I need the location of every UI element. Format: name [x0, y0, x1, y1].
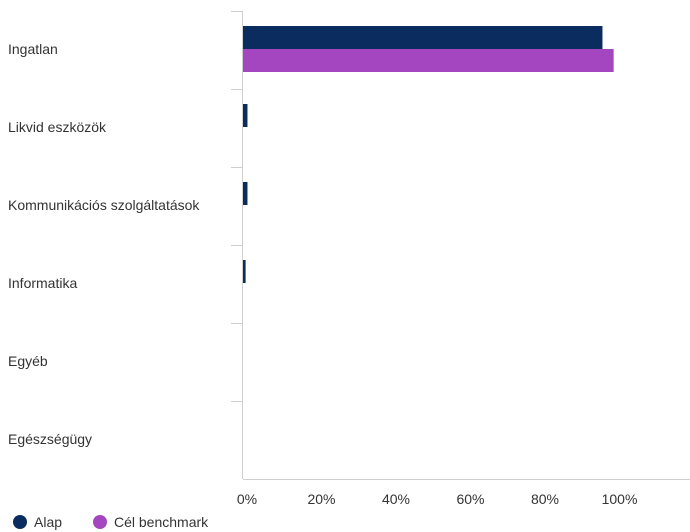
x-tick-label: 20% — [307, 491, 335, 507]
category-label: Egyéb — [8, 353, 48, 369]
bar-alap[interactable] — [243, 260, 246, 283]
x-tick-label: 60% — [456, 491, 484, 507]
legend-item-cel-benchmark[interactable]: Cél benchmark — [93, 514, 209, 530]
bar-alap[interactable] — [243, 104, 248, 127]
x-tick-label: 100% — [602, 491, 638, 507]
category-label: Likvid eszközök — [8, 119, 107, 135]
category-label: Informatika — [8, 275, 77, 291]
legend-item-alap[interactable]: Alap — [13, 514, 62, 530]
bar-alap[interactable] — [243, 182, 248, 205]
labels-layer: Ingatlan Likvid eszközök Kommunikációs szo… — [8, 41, 637, 507]
bar-alap[interactable] — [243, 26, 603, 49]
bars-layer — [243, 26, 614, 283]
legend[interactable]: Alap Cél benchmark — [13, 514, 209, 530]
legend-marker — [13, 515, 27, 529]
category-label: Ingatlan — [8, 41, 58, 57]
category-label: Kommunikációs szolgáltatások — [8, 197, 200, 213]
category-label: Egészségügy — [8, 431, 92, 447]
legend-marker — [93, 515, 107, 529]
x-tick-label: 0% — [237, 491, 257, 507]
legend-label: Cél benchmark — [114, 514, 209, 530]
axis-layer — [231, 11, 690, 480]
legend-label: Alap — [34, 514, 62, 530]
bar-cel-benchmark[interactable] — [243, 49, 614, 72]
x-tick-label: 40% — [382, 491, 410, 507]
x-tick-label: 80% — [531, 491, 559, 507]
